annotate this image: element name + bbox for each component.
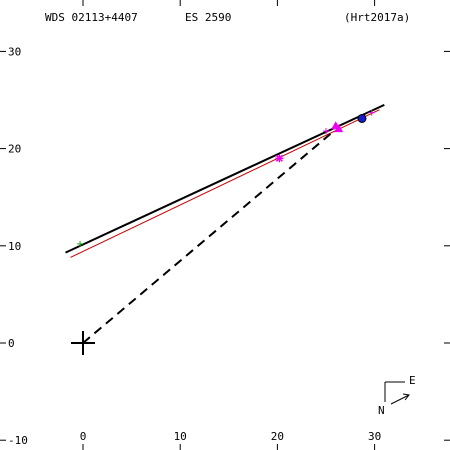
observation-plus [368,109,375,116]
compass: E N [378,374,416,417]
y-tick-label: 30 [8,45,21,58]
x-tick-label: 0 [80,430,87,443]
data-marks [77,109,375,247]
observation-dot [357,113,367,123]
compass-arrow-line [390,394,410,405]
observation-plus [77,240,84,247]
y-tick-label: 20 [8,143,21,156]
dashed-line [82,130,335,344]
y-tick-label: 10 [8,240,21,253]
fit-line [70,109,380,258]
data-lines [65,103,385,355]
compass-east-label: E [409,374,416,387]
orbit-line [65,103,385,254]
y-tick-label: -10 [8,434,28,447]
observation-plus [323,128,329,135]
x-tick-label: 10 [174,430,187,443]
x-tick-label: 30 [368,430,381,443]
header-discoverer: ES 2590 [185,11,231,24]
compass-arrow-head [402,393,410,401]
x-tick-label: 20 [271,430,284,443]
header-designation: WDS 02113+4407 [45,11,138,24]
compass-north-label: N [378,404,385,417]
y-tick-label: 0 [8,337,15,350]
observation-asterisk-d2 [275,154,283,162]
observation-triangle [334,124,344,133]
observation-asterisk [275,154,284,163]
header-reference: (Hrt2017a) [344,11,410,24]
